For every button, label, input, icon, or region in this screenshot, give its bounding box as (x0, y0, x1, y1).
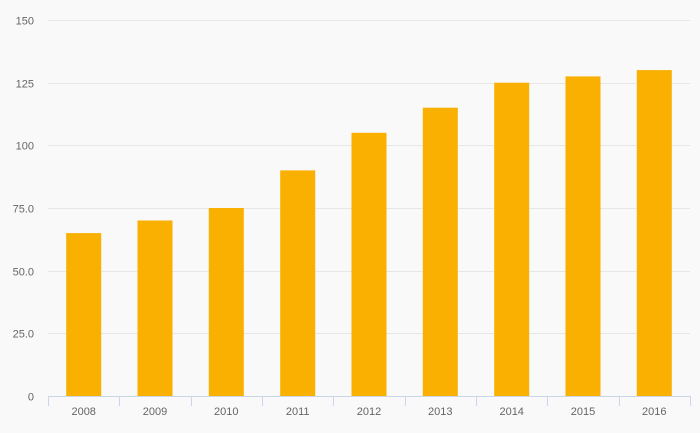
x-axis (48, 396, 691, 406)
x-axis-labels: 2008 2009 2010 2011 2012 2013 2014 2015 2016 (71, 406, 666, 418)
x-tick-label: 2011 (286, 406, 310, 418)
bar-2014 (494, 82, 530, 396)
y-tick-label: 125 (16, 79, 34, 91)
bar-2016 (636, 70, 672, 396)
y-axis-labels: 0 25.0 50.0 75.0 100 125 150 (13, 16, 34, 404)
y-tick-label: 0 (28, 392, 34, 404)
bars (66, 70, 672, 397)
y-tick-label: 150 (16, 16, 34, 28)
bar-2013 (422, 107, 458, 396)
x-tick-label: 2016 (642, 406, 666, 418)
bar-2015 (565, 76, 601, 397)
bar-2008 (66, 233, 102, 396)
x-tick-label: 2009 (143, 406, 167, 418)
x-tick-label: 2014 (499, 406, 523, 418)
bar-2010 (208, 208, 244, 396)
y-tick-label: 25.0 (13, 329, 34, 341)
x-tick-label: 2010 (214, 406, 238, 418)
y-tick-label: 100 (16, 141, 34, 153)
bar-2009 (137, 220, 173, 396)
y-tick-label: 75.0 (13, 204, 34, 216)
x-tick-label: 2013 (428, 406, 452, 418)
bar-2012 (351, 132, 387, 397)
x-tick-label: 2008 (71, 406, 95, 418)
x-tick-label: 2015 (571, 406, 595, 418)
x-tick-label: 2012 (357, 406, 381, 418)
bar-2011 (280, 170, 316, 396)
y-tick-label: 50.0 (13, 267, 34, 279)
